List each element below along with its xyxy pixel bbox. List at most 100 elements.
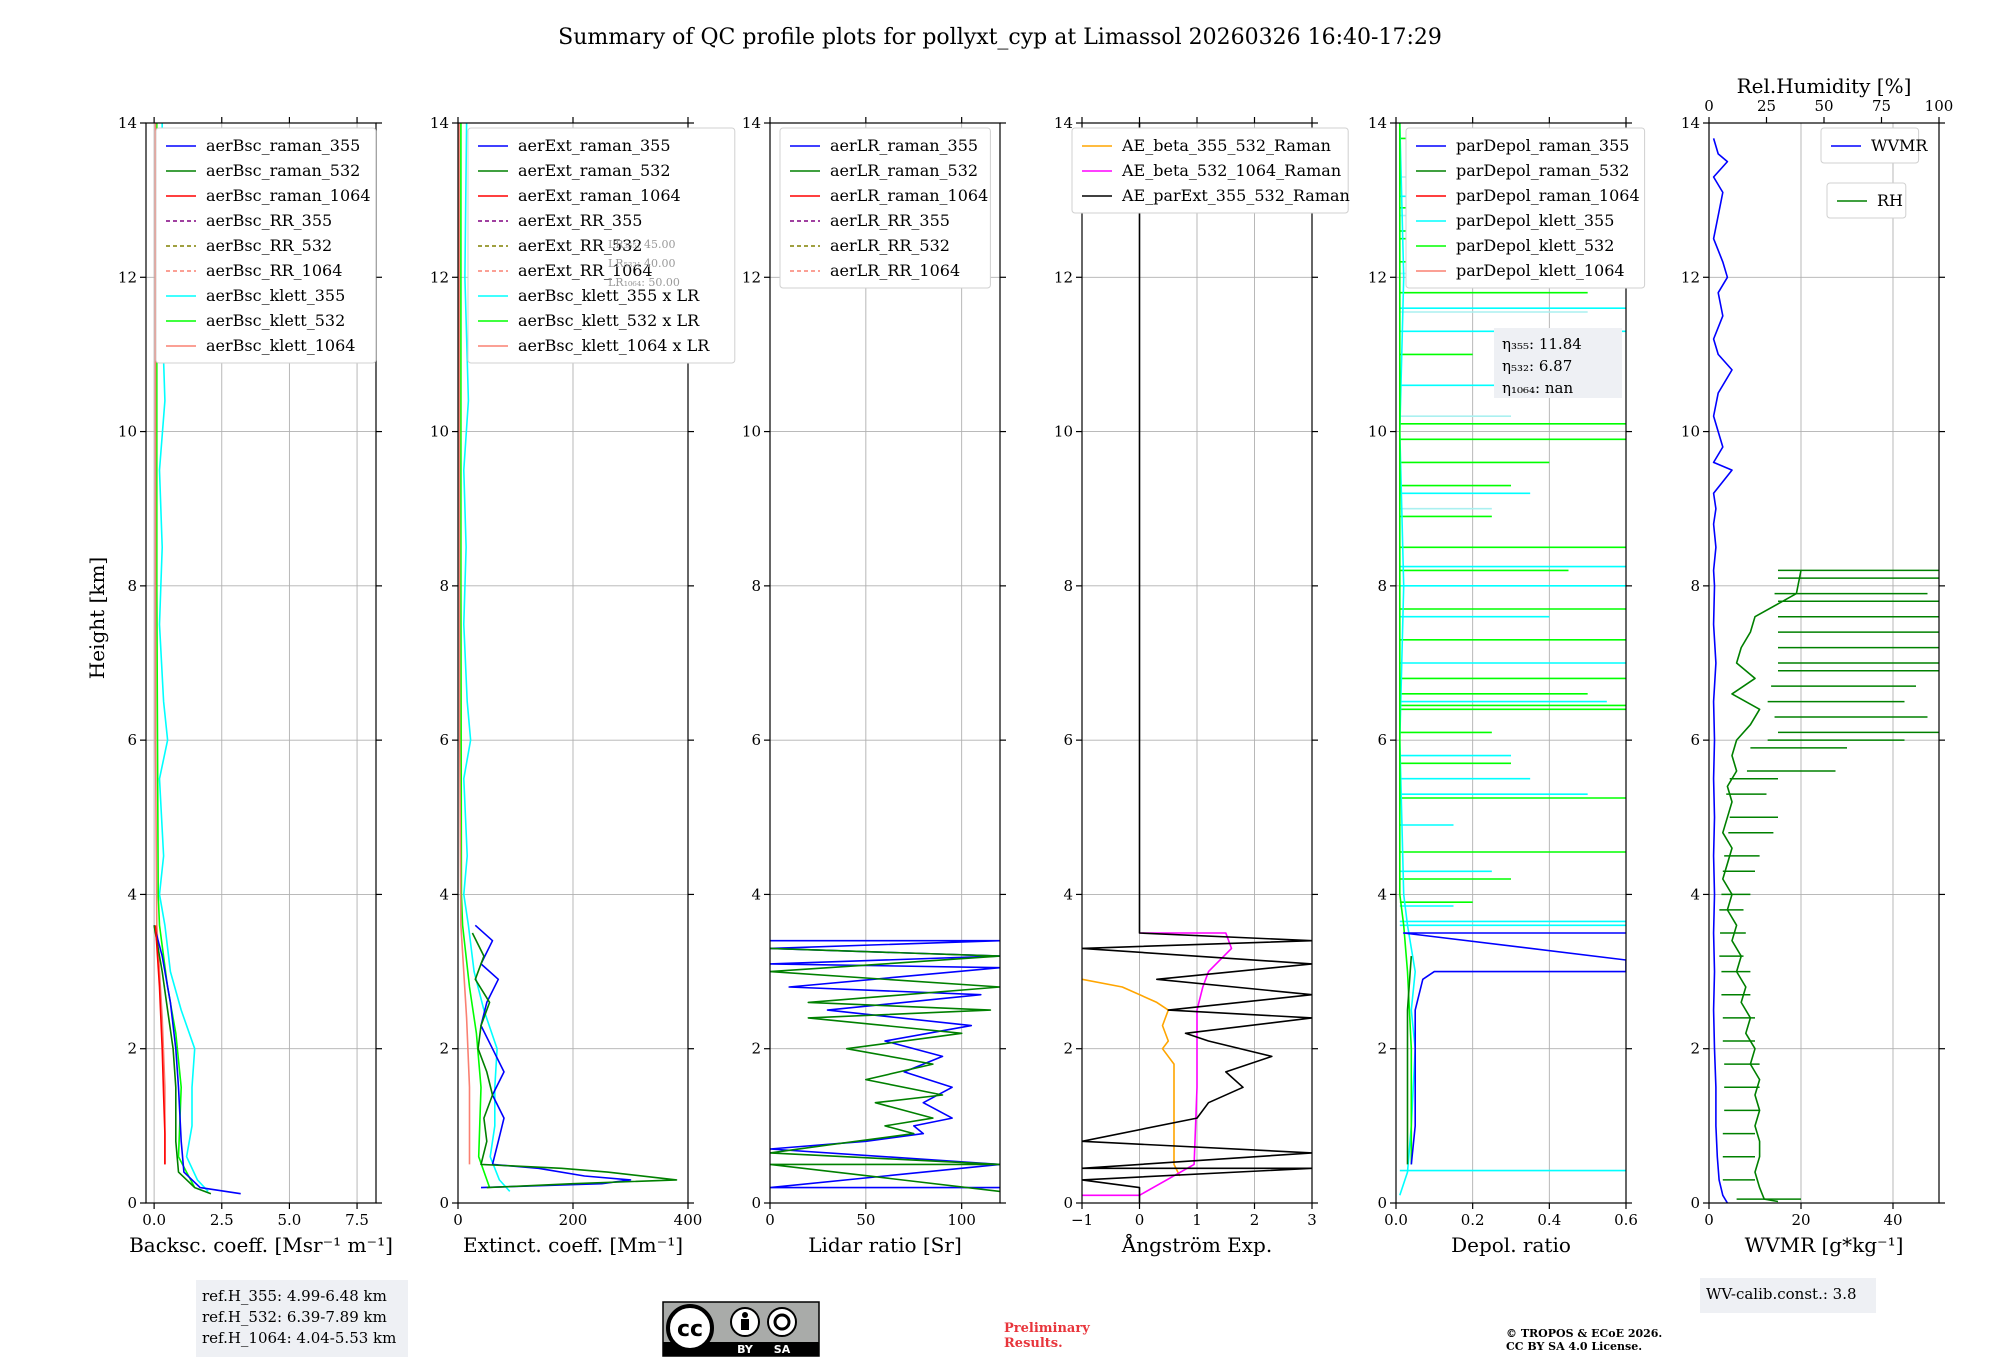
- legend-label: aerBsc_RR_1064: [206, 261, 342, 280]
- ytick-label: 6: [127, 731, 137, 749]
- top-xtick-label: 75: [1872, 97, 1891, 115]
- plot-area-bsc: [153, 123, 241, 1195]
- ytick-label: 10: [430, 423, 449, 441]
- ytick-label: 8: [1690, 577, 1700, 595]
- ytick-label: 10: [1054, 423, 1073, 441]
- ytick-label: 0: [439, 1194, 449, 1212]
- lr-text: LR₁₀₆₄: 50.00: [608, 276, 680, 289]
- xtick-label: 0.0: [142, 1211, 166, 1229]
- series-AE_beta_532_1064_Raman: [1082, 932, 1233, 1197]
- legend-label: aerExt_raman_1064: [518, 186, 681, 205]
- ytick-label: 0: [1063, 1194, 1073, 1212]
- top-xtick-label: 50: [1814, 97, 1833, 115]
- legend-label: aerExt_raman_355: [518, 136, 671, 155]
- ytick-label: 4: [439, 885, 449, 903]
- axes-frame-lr: [769, 122, 1001, 1204]
- series-parDepol_raman_355: [1402, 932, 1626, 1165]
- sa-label: SA: [774, 1343, 791, 1356]
- axes-frame-wv: [1708, 122, 1940, 1204]
- ytick-label: 8: [751, 577, 761, 595]
- cc-icon: [666, 1304, 714, 1352]
- xtick-label: 200: [559, 1211, 588, 1229]
- ytick-label: 2: [751, 1040, 761, 1058]
- plot-area-ext: [458, 123, 678, 1192]
- ytick-label: 2: [127, 1040, 137, 1058]
- legend-label: WVMR: [1871, 136, 1928, 155]
- legend-label: aerBsc_RR_532: [206, 236, 332, 255]
- ytick-label: 4: [1377, 885, 1387, 903]
- ytick-label: 8: [127, 577, 137, 595]
- series-aerBsc_klett_355 x LR: [462, 123, 511, 1192]
- cc-license-badge: cc BY SA: [662, 1301, 820, 1357]
- top-axis-label: Rel.Humidity [%]: [1737, 74, 1912, 98]
- ytick-label: 4: [751, 885, 761, 903]
- legend-label: parDepol_klett_355: [1456, 211, 1614, 230]
- xtick-label: 40: [1883, 1211, 1902, 1229]
- legend-label: aerLR_raman_355: [830, 136, 978, 155]
- ytick-label: 2: [1377, 1040, 1387, 1058]
- series-aerBsc_raman_355: [153, 925, 241, 1195]
- series-parDepol_raman_532: [1406, 956, 1413, 1165]
- ytick-label: 8: [439, 577, 449, 595]
- series-aerBsc_klett_1064 x LR: [458, 123, 471, 1165]
- preliminary-label-1: Preliminary: [1004, 1321, 1090, 1336]
- series-aerBsc_klett_1064: [154, 123, 166, 1165]
- ytick-label: 0: [751, 1194, 761, 1212]
- x-axis-label-ae: Ångström Exp.: [1121, 1232, 1272, 1257]
- ytick-label: 10: [1368, 423, 1387, 441]
- ytick-label: 14: [118, 114, 137, 132]
- x-axis-label-depol: Depol. ratio: [1451, 1233, 1571, 1257]
- legend-frame: [779, 127, 991, 289]
- legend-label: aerExt_RR_1064: [518, 261, 653, 280]
- legend-label: aerExt_RR_355: [518, 211, 642, 230]
- legend-frame: [155, 127, 377, 364]
- series-aerBsc_klett_355: [158, 123, 209, 1192]
- series-aerLR_raman_532: [770, 947, 1000, 1193]
- panel-lr: 0 2 4 6 8 10 12 14 0 50 100 Lidar ratio [Sr] aerLR_r…: [742, 114, 1006, 1257]
- ytick-label: 4: [127, 885, 137, 903]
- top-xtick-label: 100: [1925, 97, 1954, 115]
- info-box-bsc: [196, 1280, 408, 1357]
- ytick-label: 8: [1063, 577, 1073, 595]
- xtick-label: 0.6: [1614, 1211, 1638, 1229]
- y-axis-label: Height [km]: [85, 557, 109, 679]
- ytick-label: 4: [1063, 885, 1073, 903]
- legend-label: parDepol_raman_532: [1456, 161, 1629, 180]
- copyright-line-2: CC BY SA 4.0 License.: [1506, 1340, 1642, 1353]
- ytick-label: 6: [1377, 731, 1387, 749]
- axes-frame-bsc: [145, 122, 377, 1204]
- xtick-label: 3: [1307, 1211, 1317, 1229]
- legend-bsc: aerBsc_raman_355 aerBsc_raman_532 aerBsc_r…: [155, 127, 377, 364]
- xtick-label: 2: [1250, 1211, 1260, 1229]
- legend-label: parDepol_raman_355: [1456, 136, 1629, 155]
- legend-label: aerBsc_raman_532: [206, 161, 360, 180]
- eta-text: η₃₅₅: 11.84: [1502, 335, 1582, 353]
- ytick-label: 12: [1681, 268, 1700, 286]
- legend-lr: aerLR_raman_355 aerLR_raman_532 aerLR_rama…: [779, 127, 991, 289]
- x-axis-label-wv: WVMR [g*kg⁻¹]: [1745, 1233, 1904, 1257]
- x-axis-label-lr: Lidar ratio [Sr]: [808, 1233, 962, 1257]
- info-text-bsc: ref.H_532: 6.39-7.89 km: [202, 1308, 387, 1326]
- legend-frame: [467, 127, 736, 364]
- series-AE_beta_355_532_Raman: [1082, 978, 1181, 1177]
- legend-label: aerExt_raman_532: [518, 161, 671, 180]
- xtick-label: 0: [765, 1211, 775, 1229]
- lr-text: LR₃₅₅: 45.00: [608, 238, 676, 251]
- legend-label: aerBsc_klett_355: [206, 286, 345, 305]
- series-aerExt_raman_355: [474, 924, 632, 1189]
- ytick-label: 14: [430, 114, 449, 132]
- ytick-label: 14: [742, 114, 761, 132]
- series-aerExt_raman_532: [471, 932, 678, 1189]
- series-aerBsc_raman_532: [153, 925, 212, 1195]
- legend-label: aerBsc_klett_1064: [206, 336, 355, 355]
- ytick-label: 14: [1054, 114, 1073, 132]
- xtick-label: 1: [1192, 1211, 1202, 1229]
- legend-label: aerBsc_raman_355: [206, 136, 360, 155]
- legend-label: AE_parExt_355_532_Raman: [1121, 186, 1350, 205]
- x-axis-label-ext: Extinct. coeff. [Mm⁻¹]: [463, 1233, 683, 1257]
- ytick-label: 14: [1681, 114, 1700, 132]
- xtick-label: 100: [947, 1211, 976, 1229]
- legend-wvmr: WVMR: [1820, 127, 1928, 164]
